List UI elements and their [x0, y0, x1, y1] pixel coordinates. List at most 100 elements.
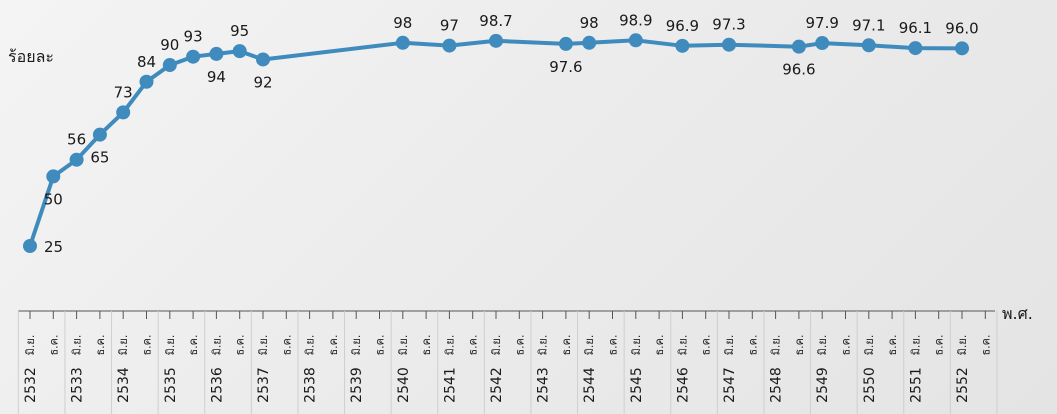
x-half-label: มิ.ย. [537, 335, 550, 356]
x-half-label: มิ.ย. [723, 335, 736, 356]
data-point [722, 37, 736, 52]
data-point [489, 33, 503, 48]
x-half-label: มิ.ย. [630, 335, 643, 356]
data-point [558, 36, 573, 51]
x-half-label: มิ.ย. [164, 335, 177, 356]
x-half-label: ธ.ค. [420, 334, 433, 355]
data-point [395, 35, 410, 50]
data-point [23, 239, 37, 253]
data-point [162, 58, 177, 73]
data-label: 94 [207, 68, 226, 86]
data-label: 96.0 [945, 19, 978, 37]
x-year-label: 2532 [23, 367, 39, 403]
x-year-label: 2548 [769, 367, 785, 403]
x-year-label: 2533 [70, 367, 86, 403]
data-point [92, 127, 107, 142]
x-half-label: มิ.ย. [257, 335, 270, 356]
x-year-label: 2540 [396, 367, 412, 403]
data-point [442, 38, 457, 53]
data-point [69, 152, 84, 167]
x-half-label: มิ.ย. [676, 335, 689, 356]
x-year-label: 2537 [256, 367, 272, 403]
x-axis-ticks [17, 311, 998, 414]
x-year-label: 2545 [629, 367, 645, 403]
data-label: 25 [44, 238, 63, 256]
data-point [209, 46, 224, 61]
x-year-label: 2551 [908, 367, 924, 403]
data-label: 90 [160, 36, 179, 54]
x-half-label: ธ.ค. [513, 334, 526, 355]
x-half-label: มิ.ย. [24, 335, 37, 356]
x-half-label: มิ.ย. [71, 335, 84, 356]
data-label: 73 [114, 83, 133, 101]
x-half-label: ธ.ค. [234, 334, 247, 355]
data-label: 95 [230, 22, 249, 40]
x-half-label: ธ.ค. [840, 334, 853, 355]
x-axis-unit: พ.ศ. [1002, 304, 1033, 323]
x-half-label: ธ.ค. [327, 334, 340, 355]
x-half-label: ธ.ค. [560, 334, 573, 355]
x-half-label: มิ.ย. [350, 335, 363, 356]
x-axis-half-labels: มิ.ย. ธ.ค. มิ.ย. ธ.ค. มิ.ย. ธ.ค. มิ.ย. ธ.ค. มิ.ย… [24, 334, 992, 355]
x-half-label: มิ.ย. [210, 335, 223, 356]
points-layer [23, 33, 969, 253]
x-year-label: 2536 [209, 367, 225, 403]
x-half-label: มิ.ย. [443, 335, 456, 356]
data-label: 97.1 [852, 16, 885, 34]
x-half-label: ธ.ค. [653, 334, 666, 355]
x-half-label: ธ.ค. [374, 334, 387, 355]
data-point [256, 52, 270, 67]
y-axis-label: ร้อยละ [8, 47, 54, 66]
x-year-label: 2550 [862, 367, 878, 403]
data-point [582, 35, 597, 50]
data-point [232, 44, 247, 59]
x-year-label: 2542 [489, 367, 505, 403]
x-half-label: มิ.ย. [770, 335, 783, 356]
data-label: 65 [90, 149, 109, 167]
data-point [815, 36, 830, 51]
x-half-label: มิ.ย. [956, 335, 969, 356]
x-half-label: ธ.ค. [607, 334, 620, 355]
x-year-label: 2552 [955, 367, 971, 403]
data-point [186, 49, 201, 64]
data-label: 97.6 [549, 58, 582, 76]
x-half-label: มิ.ย. [490, 335, 503, 356]
x-year-label: 2538 [303, 367, 319, 403]
data-label: 96.9 [666, 17, 699, 35]
x-year-label: 2534 [116, 367, 132, 403]
x-half-label: ธ.ค. [886, 334, 899, 355]
x-half-label: ธ.ค. [700, 334, 713, 355]
x-year-label: 2546 [675, 367, 691, 403]
x-year-label: 2539 [349, 367, 365, 403]
x-year-label: 2541 [442, 367, 458, 403]
data-label: 97.9 [805, 14, 838, 32]
data-label: 93 [184, 28, 203, 46]
x-half-label: มิ.ย. [909, 335, 922, 356]
x-axis-year-labels: 2532 2533 2534 2535 2536 2537 2538 2539 2540 2541… [23, 367, 971, 403]
data-label: 92 [253, 73, 272, 91]
data-label: 98.7 [479, 12, 512, 30]
x-year-label: 2549 [815, 367, 831, 403]
x-axis: มิ.ย. ธ.ค. มิ.ย. ธ.ค. มิ.ย. ธ.ค. มิ.ย. ธ.ค. มิ.ย… [17, 304, 1033, 414]
data-label: 98 [580, 14, 599, 32]
data-label: 96.1 [899, 19, 932, 37]
x-half-label: มิ.ย. [816, 335, 829, 356]
x-half-label: ธ.ค. [280, 334, 293, 355]
x-half-label: มิ.ย. [304, 335, 317, 356]
data-label: 97.3 [712, 16, 745, 34]
x-half-label: ธ.ค. [47, 334, 60, 355]
data-label: 84 [137, 53, 156, 71]
data-label: 98.9 [619, 11, 652, 29]
data-point [908, 41, 923, 56]
data-point [46, 169, 61, 184]
data-point [955, 41, 969, 56]
x-year-label: 2535 [163, 367, 179, 403]
data-point [791, 39, 806, 54]
x-year-label: 2543 [536, 367, 552, 403]
x-half-label: ธ.ค. [94, 334, 107, 355]
data-label: 96.6 [782, 61, 815, 79]
x-half-label: มิ.ย. [117, 335, 130, 356]
